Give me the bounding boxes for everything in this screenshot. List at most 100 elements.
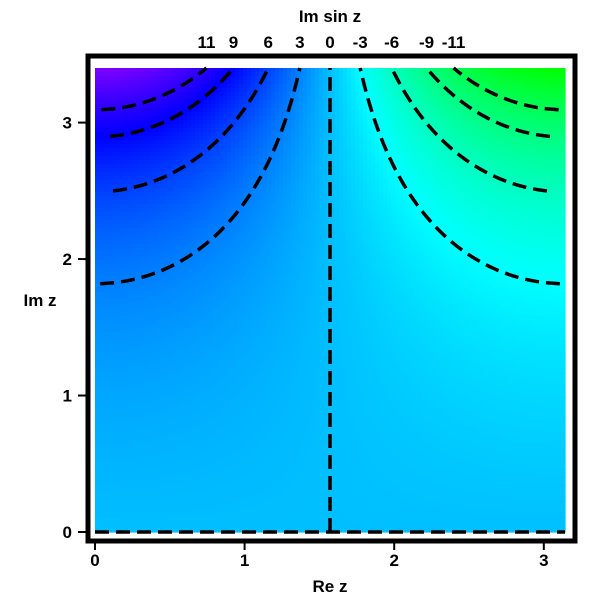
fill-cell (163, 196, 168, 201)
fill-cell (139, 444, 144, 449)
fill-cell (235, 428, 240, 433)
fill-cell (183, 108, 188, 113)
fill-cell (127, 376, 132, 381)
fill-cell (143, 72, 148, 77)
fill-cell (103, 312, 108, 317)
fill-cell (119, 412, 124, 417)
fill-cell (251, 388, 256, 393)
fill-cell (191, 408, 196, 413)
fill-cell (123, 308, 128, 313)
fill-cell (207, 288, 212, 293)
fill-cell (191, 436, 196, 441)
fill-cell (227, 464, 232, 469)
fill-cell (127, 140, 132, 145)
fill-cell (259, 172, 264, 177)
fill-cell (211, 228, 216, 233)
fill-cell (131, 244, 136, 249)
fill-cell (123, 144, 128, 149)
fill-cell (211, 420, 216, 425)
fill-cell (219, 388, 224, 393)
fill-cell (119, 520, 124, 525)
fill-cell (115, 420, 120, 425)
fill-cell (107, 428, 112, 433)
fill-cell (235, 96, 240, 101)
fill-cell (219, 144, 224, 149)
fill-cell (263, 152, 268, 157)
fill-cell (239, 116, 244, 121)
fill-cell (119, 300, 124, 305)
fill-cell (103, 268, 108, 273)
fill-cell (131, 368, 136, 373)
fill-cell (199, 416, 204, 421)
fill-cell (187, 352, 192, 357)
fill-cell (227, 388, 232, 393)
fill-cell (143, 424, 148, 429)
fill-cell (143, 184, 148, 189)
fill-cell (199, 372, 204, 377)
fill-cell (107, 444, 112, 449)
fill-cell (239, 472, 244, 477)
fill-cell (263, 156, 268, 161)
fill-cell (167, 216, 172, 221)
fill-cell (247, 316, 252, 321)
fill-cell (215, 284, 220, 289)
fill-cell (251, 72, 256, 77)
fill-cell (103, 180, 108, 185)
fill-cell (107, 348, 112, 353)
fill-cell (227, 244, 232, 249)
fill-cell (223, 256, 228, 261)
fill-cell (191, 140, 196, 145)
fill-cell (255, 428, 260, 433)
fill-cell (183, 440, 188, 445)
fill-cell (155, 112, 160, 117)
fill-cell (99, 196, 104, 201)
fill-cell (191, 520, 196, 525)
fill-cell (131, 484, 136, 489)
fill-cell (143, 196, 148, 201)
fill-cell (175, 84, 180, 89)
fill-cell (167, 136, 172, 141)
fill-cell (187, 492, 192, 497)
fill-cell (175, 268, 180, 273)
fill-cell (223, 144, 228, 149)
fill-cell (163, 88, 168, 93)
fill-cell (255, 480, 260, 485)
fill-cell (127, 80, 132, 85)
fill-cell (151, 428, 156, 433)
fill-cell (139, 252, 144, 257)
fill-cell (267, 72, 272, 77)
fill-cell (139, 472, 144, 477)
fill-cell (95, 132, 100, 137)
fill-cell (107, 484, 112, 489)
fill-cell (255, 520, 260, 525)
fill-cell (103, 316, 108, 321)
fill-cell (151, 136, 156, 141)
fill-cell (215, 340, 220, 345)
fill-cell (179, 176, 184, 181)
fill-cell (123, 432, 128, 437)
fill-cell (171, 428, 176, 433)
fill-cell (99, 340, 104, 345)
fill-cell (163, 512, 168, 517)
fill-cell (219, 352, 224, 357)
fill-cell (147, 276, 152, 281)
fill-cell (203, 196, 208, 201)
fill-cell (111, 184, 116, 189)
fill-cell (123, 492, 128, 497)
fill-cell (251, 220, 256, 225)
fill-cell (163, 300, 168, 305)
fill-cell (219, 92, 224, 97)
fill-cell (127, 68, 132, 73)
fill-cell (263, 328, 268, 333)
fill-cell (251, 480, 256, 485)
fill-cell (215, 192, 220, 197)
fill-cell (147, 456, 152, 461)
fill-cell (115, 412, 120, 417)
fill-cell (235, 500, 240, 505)
fill-cell (143, 508, 148, 513)
fill-cell (115, 324, 120, 329)
fill-cell (227, 400, 232, 405)
fill-cell (123, 424, 128, 429)
fill-cell (227, 156, 232, 161)
fill-cell (163, 148, 168, 153)
